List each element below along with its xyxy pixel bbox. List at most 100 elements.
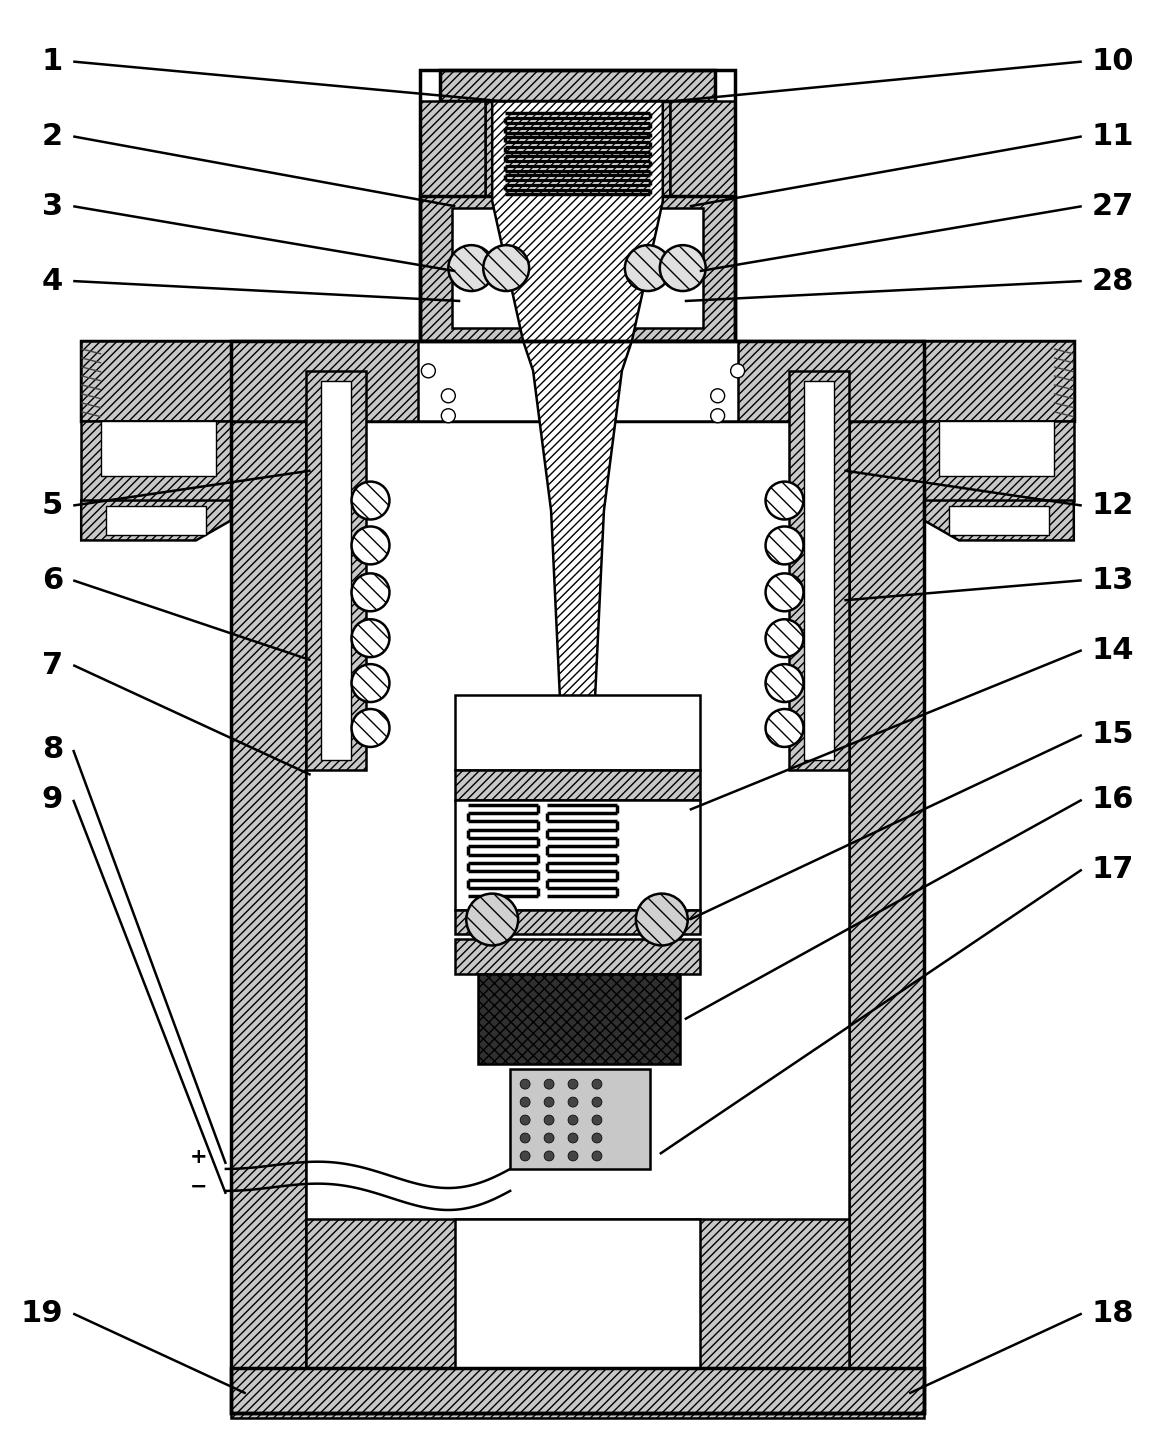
Circle shape — [593, 1133, 602, 1143]
Bar — [420, 69, 735, 341]
Bar — [231, 371, 306, 1368]
Circle shape — [467, 893, 519, 945]
Bar — [306, 1218, 849, 1368]
Text: −: − — [191, 1176, 208, 1196]
Bar — [453, 208, 702, 328]
Bar — [500, 107, 655, 188]
Bar — [455, 909, 700, 935]
Bar — [106, 506, 206, 536]
Bar — [455, 695, 700, 770]
Text: 1: 1 — [42, 48, 64, 77]
Polygon shape — [924, 420, 1074, 500]
Text: 8: 8 — [42, 736, 64, 764]
Bar — [949, 506, 1049, 536]
Bar — [420, 197, 735, 341]
Circle shape — [520, 1097, 530, 1107]
Circle shape — [625, 246, 671, 290]
Circle shape — [351, 574, 389, 611]
Polygon shape — [81, 341, 420, 420]
Circle shape — [483, 246, 529, 290]
Circle shape — [660, 246, 706, 290]
Bar — [939, 420, 1053, 475]
Circle shape — [731, 364, 745, 377]
Circle shape — [351, 709, 389, 747]
Circle shape — [544, 1097, 554, 1107]
Circle shape — [593, 1152, 602, 1160]
Circle shape — [351, 481, 389, 520]
Bar — [478, 974, 680, 1064]
Bar — [670, 101, 735, 341]
Bar — [485, 101, 670, 197]
Circle shape — [568, 1133, 578, 1143]
Bar — [231, 1368, 924, 1419]
Circle shape — [448, 246, 494, 290]
Circle shape — [520, 1152, 530, 1160]
Bar — [455, 770, 700, 801]
Text: 6: 6 — [42, 566, 64, 595]
Circle shape — [441, 409, 455, 423]
Text: 13: 13 — [1091, 566, 1134, 595]
Text: 3: 3 — [42, 192, 64, 221]
Circle shape — [710, 409, 724, 423]
Text: 12: 12 — [1091, 491, 1134, 520]
Bar — [804, 381, 834, 760]
Bar — [231, 341, 924, 1413]
Text: 27: 27 — [1091, 192, 1134, 221]
Circle shape — [568, 1152, 578, 1160]
Text: 28: 28 — [1091, 266, 1134, 296]
Circle shape — [593, 1097, 602, 1107]
Text: 9: 9 — [42, 785, 64, 815]
Text: 19: 19 — [21, 1299, 64, 1328]
Circle shape — [593, 1116, 602, 1126]
Text: 14: 14 — [1091, 636, 1134, 665]
Circle shape — [710, 389, 724, 403]
Text: 11: 11 — [1091, 121, 1134, 150]
Bar — [455, 1218, 700, 1368]
Circle shape — [422, 364, 435, 377]
Text: 15: 15 — [1091, 721, 1134, 750]
Circle shape — [568, 1097, 578, 1107]
Bar — [440, 69, 715, 101]
Text: 10: 10 — [1091, 48, 1134, 77]
Bar — [231, 1368, 924, 1413]
Circle shape — [520, 1133, 530, 1143]
Text: 7: 7 — [42, 650, 64, 679]
Text: 16: 16 — [1091, 785, 1134, 815]
Bar — [511, 1069, 650, 1169]
Circle shape — [351, 665, 389, 702]
Bar — [420, 101, 485, 341]
Circle shape — [766, 665, 804, 702]
Text: 18: 18 — [1091, 1299, 1134, 1328]
Bar — [102, 420, 216, 475]
Polygon shape — [81, 500, 231, 540]
Circle shape — [593, 1079, 602, 1090]
Bar — [321, 381, 351, 760]
Circle shape — [568, 1116, 578, 1126]
Circle shape — [544, 1133, 554, 1143]
Circle shape — [766, 526, 804, 565]
Polygon shape — [492, 101, 663, 699]
Bar — [849, 371, 924, 1368]
Circle shape — [351, 620, 389, 657]
Circle shape — [766, 481, 804, 520]
Text: +: + — [191, 1147, 208, 1168]
Text: 4: 4 — [42, 266, 64, 296]
Circle shape — [636, 893, 687, 945]
Circle shape — [351, 526, 389, 565]
Bar — [81, 341, 1074, 420]
Circle shape — [544, 1116, 554, 1126]
Text: 2: 2 — [42, 121, 64, 150]
Circle shape — [544, 1079, 554, 1090]
Bar — [790, 371, 849, 770]
Text: 5: 5 — [42, 491, 64, 520]
Circle shape — [520, 1116, 530, 1126]
Circle shape — [568, 1079, 578, 1090]
Bar — [418, 341, 738, 420]
Circle shape — [520, 1079, 530, 1090]
Circle shape — [441, 389, 455, 403]
Bar — [306, 371, 849, 1368]
Circle shape — [766, 574, 804, 611]
Polygon shape — [924, 500, 1074, 540]
Polygon shape — [81, 420, 231, 500]
Circle shape — [766, 709, 804, 747]
